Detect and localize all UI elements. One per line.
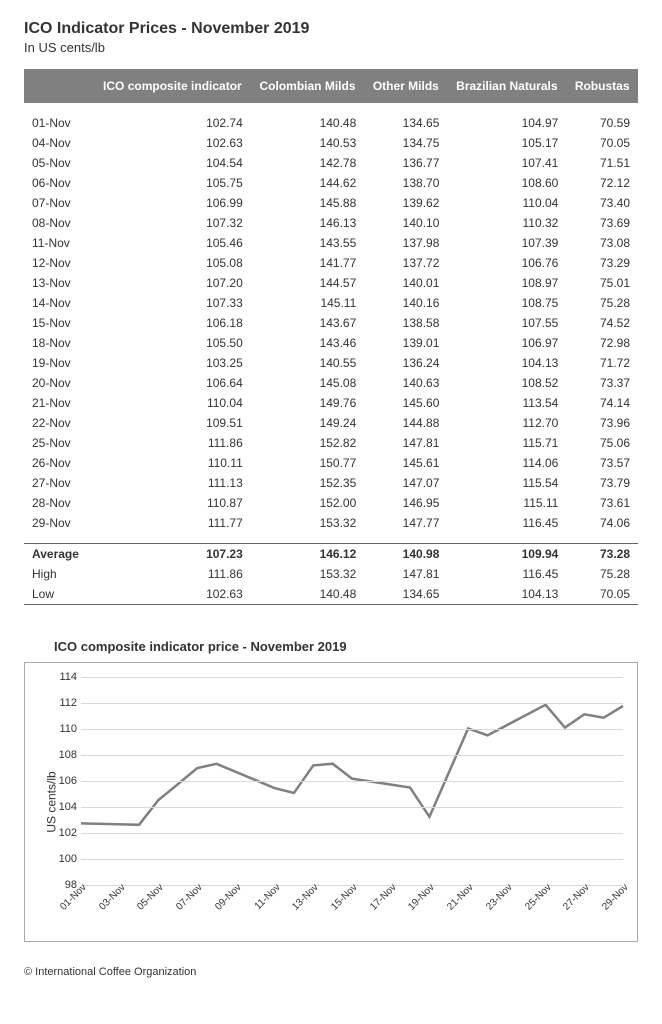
price-table: ICO composite indicatorColombian MildsOt… (24, 69, 638, 605)
y-tick: 104 (49, 801, 77, 813)
table-row: 05-Nov104.54142.78136.77107.4171.51 (24, 153, 638, 173)
y-tick: 108 (49, 749, 77, 761)
gridline (81, 833, 623, 834)
table-row: 01-Nov102.74140.48134.65104.9770.59 (24, 113, 638, 133)
y-tick: 114 (49, 671, 77, 683)
gridline (81, 755, 623, 756)
x-tick: 05-Nov (136, 882, 167, 913)
gridline (81, 781, 623, 782)
page-title: ICO Indicator Prices - November 2019 (24, 20, 638, 38)
summary-row: High111.86153.32147.81116.4575.28 (24, 564, 638, 584)
table-row: 29-Nov111.77153.32147.77116.4574.06 (24, 513, 638, 533)
gridline (81, 677, 623, 678)
table-row: 12-Nov105.08141.77137.72106.7673.29 (24, 253, 638, 273)
table-row: 11-Nov105.46143.55137.98107.3973.08 (24, 233, 638, 253)
col-header: ICO composite indicator (94, 69, 251, 103)
x-tick: 27-Nov (561, 882, 592, 913)
chart-plot: 9810010210410610811011211401-Nov03-Nov05… (81, 677, 623, 885)
y-tick: 110 (49, 723, 77, 735)
x-tick: 15-Nov (329, 882, 360, 913)
table-row: 26-Nov110.11150.77145.61114.0673.57 (24, 453, 638, 473)
y-tick: 102 (49, 827, 77, 839)
x-tick: 11-Nov (252, 882, 282, 912)
table-row: 19-Nov103.25140.55136.24104.1371.72 (24, 353, 638, 373)
x-tick: 21-Nov (445, 882, 476, 913)
gridline (81, 729, 623, 730)
x-tick: 23-Nov (484, 882, 515, 913)
col-header: Robustas (566, 69, 638, 103)
table-row: 14-Nov107.33145.11140.16108.7575.28 (24, 293, 638, 313)
summary-row: Average107.23146.12140.98109.9473.28 (24, 543, 638, 564)
table-row: 06-Nov105.75144.62138.70108.6072.12 (24, 173, 638, 193)
table-row: 28-Nov110.87152.00146.95115.1173.61 (24, 493, 638, 513)
x-tick: 25-Nov (523, 882, 554, 913)
table-row: 04-Nov102.63140.53134.75105.1770.05 (24, 133, 638, 153)
x-tick: 29-Nov (600, 882, 631, 913)
table-row: 18-Nov105.50143.46139.01106.9772.98 (24, 333, 638, 353)
gridline (81, 807, 623, 808)
chart-title: ICO composite indicator price - November… (54, 639, 638, 654)
table-row: 13-Nov107.20144.57140.01108.9775.01 (24, 273, 638, 293)
chart-container: ICO composite indicator price - November… (24, 639, 638, 942)
table-row: 22-Nov109.51149.24144.88112.7073.96 (24, 413, 638, 433)
x-tick: 07-Nov (174, 882, 205, 913)
footer-text: © International Coffee Organization (24, 966, 638, 978)
y-tick: 100 (49, 853, 77, 865)
x-tick: 09-Nov (213, 882, 244, 913)
col-header: Colombian Milds (251, 69, 365, 103)
col-header (24, 69, 94, 103)
table-row: 07-Nov106.99145.88139.62110.0473.40 (24, 193, 638, 213)
table-row: 27-Nov111.13152.35147.07115.5473.79 (24, 473, 638, 493)
col-header: Brazilian Naturals (447, 69, 566, 103)
page-subtitle: In US cents/lb (24, 40, 638, 55)
table-row: 08-Nov107.32146.13140.10110.3273.69 (24, 213, 638, 233)
x-tick: 19-Nov (407, 882, 438, 913)
table-row: 20-Nov106.64145.08140.63108.5273.37 (24, 373, 638, 393)
table-row: 21-Nov110.04149.76145.60113.5474.14 (24, 393, 638, 413)
table-row: 25-Nov111.86152.82147.81115.7175.06 (24, 433, 638, 453)
summary-row: Low102.63140.48134.65104.1370.05 (24, 584, 638, 605)
x-tick: 13-Nov (290, 882, 321, 913)
table-row: 15-Nov106.18143.67138.58107.5574.52 (24, 313, 638, 333)
x-tick: 17-Nov (368, 882, 399, 913)
y-tick: 112 (49, 697, 77, 709)
gridline (81, 703, 623, 704)
chart-box: US cents/lb 9810010210410610811011211401… (24, 662, 638, 942)
y-tick: 106 (49, 775, 77, 787)
gridline (81, 859, 623, 860)
col-header: Other Milds (364, 69, 447, 103)
x-tick: 03-Nov (97, 882, 128, 913)
